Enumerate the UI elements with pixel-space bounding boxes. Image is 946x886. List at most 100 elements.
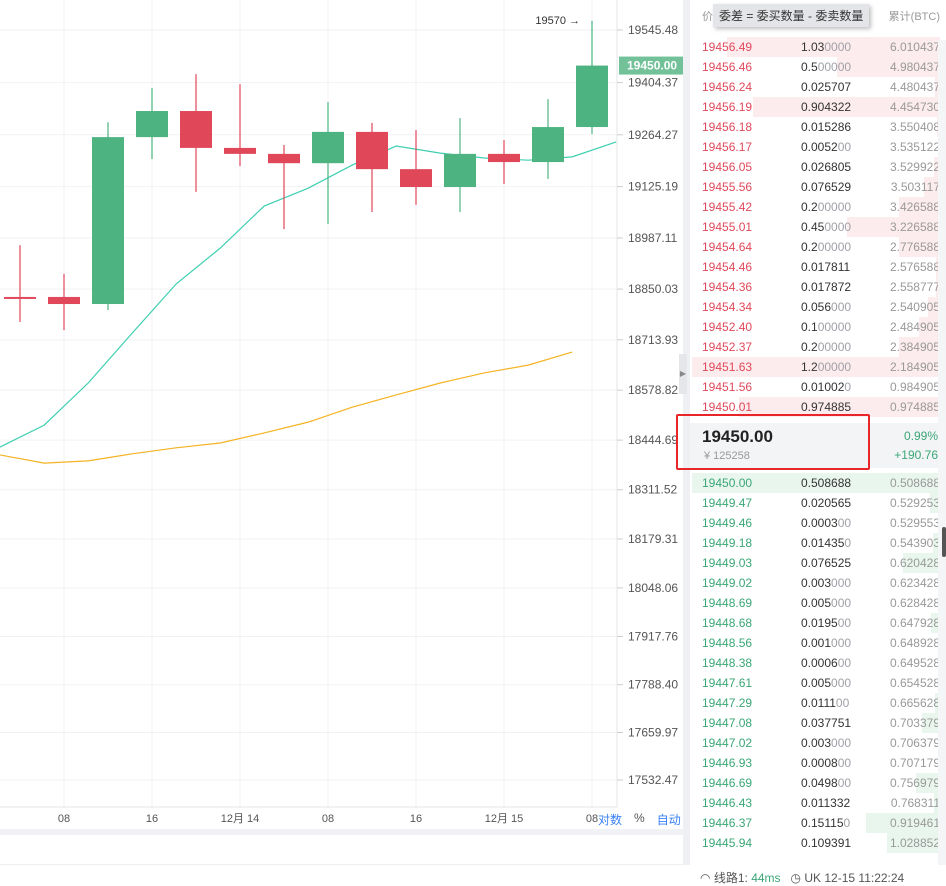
cumulative: 2.576588 <box>890 257 940 277</box>
header-price: 价 <box>702 8 713 24</box>
scrollbar-thumb[interactable] <box>942 527 946 557</box>
quantity: 0.014350 <box>801 533 851 553</box>
candle-down <box>268 154 300 163</box>
quantity: 0.076529 <box>801 177 851 197</box>
quantity: 0.000300 <box>801 513 851 533</box>
cumulative: 0.654528 <box>890 673 940 693</box>
y-tick-label: 17788.40 <box>628 678 678 692</box>
quantity: 0.151150 <box>801 813 850 833</box>
wifi-icon: ◠ <box>700 871 710 885</box>
clock-icon: ◷ <box>791 871 801 885</box>
quantity: 0.200000 <box>801 197 851 217</box>
y-tick-label: 17659.97 <box>628 726 678 740</box>
quantity: 0.056000 <box>801 297 851 317</box>
cumulative: 0.543903 <box>890 533 940 553</box>
cumulative: 0.529553 <box>890 513 940 533</box>
cumulative: 3.226588 <box>890 217 940 237</box>
price: 19446.69 <box>702 773 752 793</box>
quantity: 0.019500 <box>801 613 851 633</box>
candle-up <box>136 111 168 137</box>
collapse-arrow-icon[interactable]: ▶ <box>679 354 687 394</box>
percent-scale-button[interactable]: % <box>634 811 645 828</box>
cumulative: 2.540905 <box>890 297 940 317</box>
log-scale-button[interactable]: 对数 <box>598 811 622 828</box>
quantity: 0.037751 <box>801 713 851 733</box>
server-time: UK 12-15 11:22:24 <box>804 871 904 885</box>
candle-up <box>576 66 608 127</box>
high-marker: 19570 → <box>535 15 580 27</box>
quantity: 0.000800 <box>801 753 851 773</box>
price: 19447.02 <box>702 733 752 753</box>
ask-row[interactable]: 19454.34 0.056000 2.540905 <box>690 297 940 317</box>
scrollbar-track[interactable] <box>938 40 946 865</box>
candle-up <box>444 154 476 187</box>
price: 19449.47 <box>702 493 752 513</box>
x-tick-label: 12月 14 <box>221 813 260 825</box>
auto-scale-button[interactable]: 自动 <box>657 811 681 828</box>
y-tick-label: 18713.93 <box>628 333 678 347</box>
quantity: 0.003000 <box>801 573 851 593</box>
ma-slow-line <box>0 352 572 463</box>
quantity: 0.500000 <box>801 57 851 77</box>
quantity: 0.005000 <box>801 593 851 613</box>
price: 19451.63 <box>702 357 752 377</box>
price: 19456.17 <box>702 137 752 157</box>
price: 19454.34 <box>702 297 752 317</box>
price: 19446.37 <box>702 813 752 833</box>
y-tick-label: 19404.37 <box>628 76 678 90</box>
x-tick-label: 08 <box>58 813 70 825</box>
price: 19449.03 <box>702 553 752 573</box>
line-label[interactable]: 线路1: <box>714 871 748 885</box>
price: 19456.18 <box>702 117 752 137</box>
x-tick-label: 08 <box>586 813 598 825</box>
price: 19456.24 <box>702 77 752 97</box>
panel-divider <box>0 829 683 835</box>
cumulative: 0.703379 <box>890 713 940 733</box>
cumulative: 0.623428 <box>890 573 940 593</box>
status-bar: ◠ 线路1: 44ms ◷ UK 12-15 11:22:24 <box>700 869 904 886</box>
cumulative: 0.628428 <box>890 593 940 613</box>
x-tick-label: 16 <box>410 813 422 825</box>
candle-down <box>488 154 520 162</box>
quantity: 0.026805 <box>801 157 851 177</box>
candlestick-chart[interactable]: 19545.4819404.3719264.2719125.1918987.11… <box>0 0 683 829</box>
y-tick-label: 19545.48 <box>628 23 678 37</box>
cumulative: 4.980437 <box>890 57 940 77</box>
